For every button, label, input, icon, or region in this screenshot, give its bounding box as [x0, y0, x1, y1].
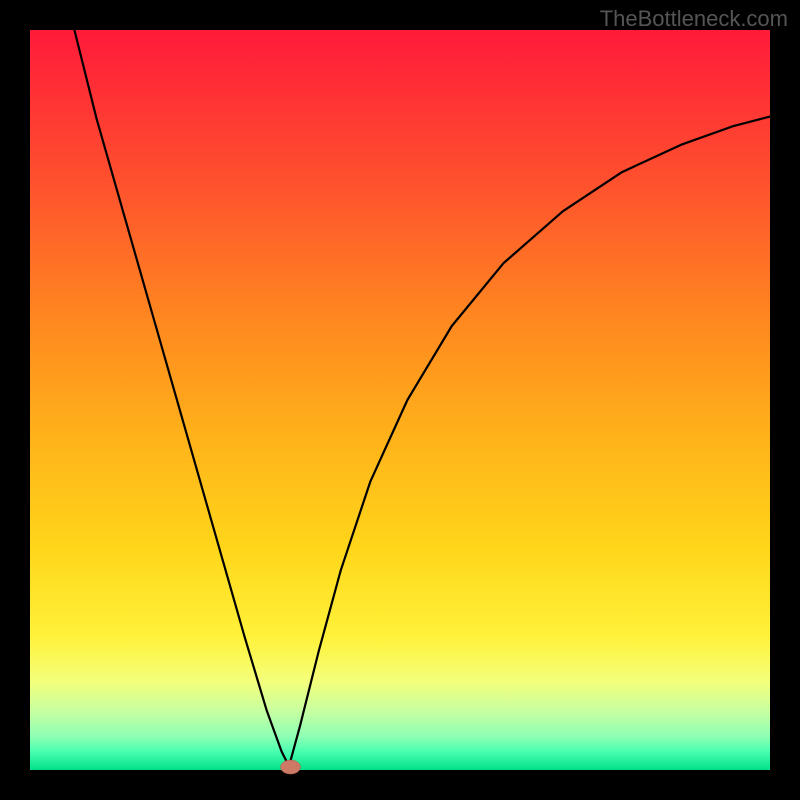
bottleneck-chart: [0, 0, 800, 800]
optimal-point-marker: [280, 760, 300, 774]
plot-background-gradient: [30, 30, 770, 770]
watermark-label: TheBottleneck.com: [600, 6, 788, 32]
chart-container: TheBottleneck.com: [0, 0, 800, 800]
